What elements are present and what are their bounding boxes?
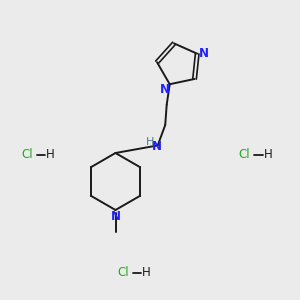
- Text: Cl: Cl: [21, 148, 33, 161]
- Text: N: N: [152, 140, 162, 152]
- Text: H: H: [46, 148, 55, 161]
- Text: Cl: Cl: [117, 266, 129, 280]
- Text: H: H: [263, 148, 272, 161]
- Text: Cl: Cl: [239, 148, 250, 161]
- Text: N: N: [199, 46, 209, 60]
- Text: H: H: [142, 266, 151, 280]
- Text: H: H: [146, 137, 154, 147]
- Text: N: N: [160, 83, 170, 96]
- Text: N: N: [110, 209, 121, 223]
